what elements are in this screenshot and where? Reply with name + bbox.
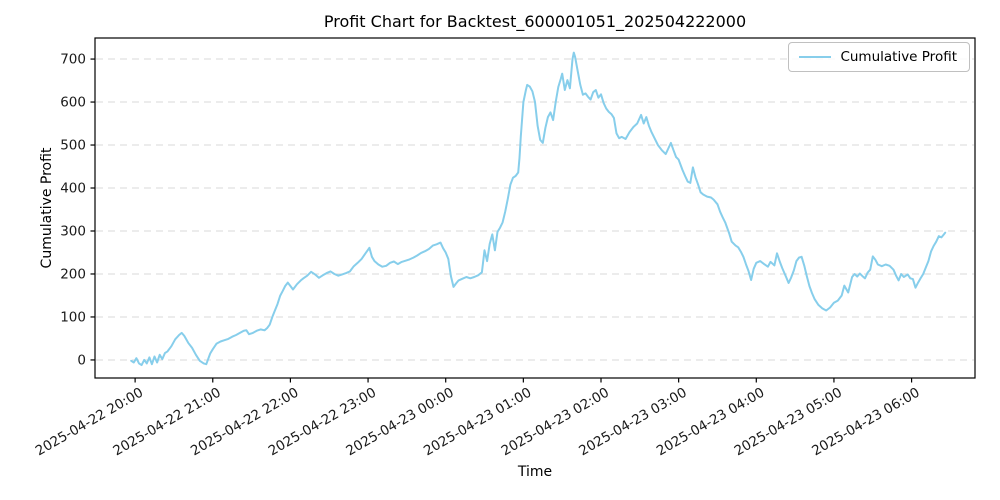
y-tick-label: 500 bbox=[60, 138, 86, 154]
y-tick-label: 600 bbox=[60, 95, 86, 111]
chart-title: Profit Chart for Backtest_600001051_2025… bbox=[323, 12, 747, 31]
y-tick-label: 0 bbox=[77, 352, 86, 368]
y-tick-label: 200 bbox=[60, 266, 86, 282]
x-axis-label: Time bbox=[517, 464, 553, 480]
legend: Cumulative Profit bbox=[788, 42, 970, 72]
legend-line-sample bbox=[799, 56, 832, 58]
y-tick-label: 300 bbox=[60, 223, 86, 239]
legend-label: Cumulative Profit bbox=[840, 49, 957, 65]
y-tick-label: 100 bbox=[60, 309, 86, 325]
cumulative-profit-line bbox=[130, 51, 947, 367]
y-axis-label-text: Cumulative Profit bbox=[39, 147, 55, 269]
y-tick-label: 700 bbox=[60, 52, 86, 68]
y-tick-label: 400 bbox=[60, 181, 86, 197]
axes-frame bbox=[94, 37, 976, 379]
